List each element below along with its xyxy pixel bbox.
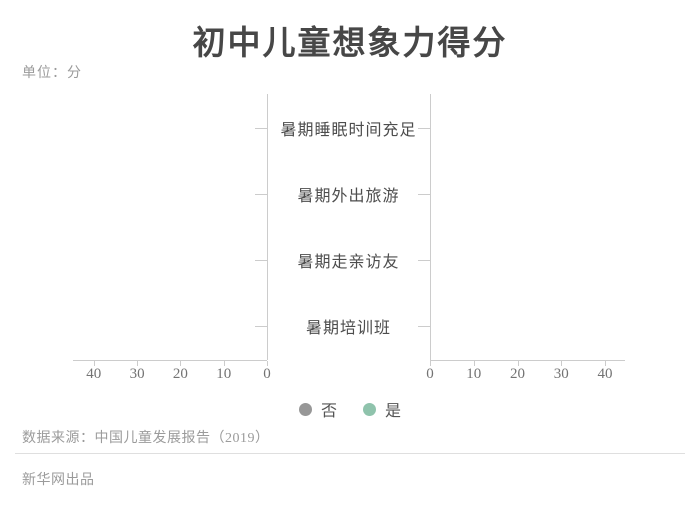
right-x-axis-tick — [517, 361, 519, 366]
legend-label: 否 — [320, 403, 337, 420]
left-x-axis-tick — [223, 361, 225, 366]
page-title: 初中儿童想象力得分 — [192, 26, 508, 62]
left-axis-category-tick — [255, 326, 267, 327]
left-x-axis-tick — [93, 361, 95, 366]
right-axis-category-tick — [418, 326, 430, 327]
right-x-axis-tick-label: 40 — [597, 366, 613, 382]
left-axis-category-tick — [255, 194, 267, 195]
right-axis-category-tick — [418, 194, 430, 195]
category-label: 暑期走亲访友 — [297, 254, 400, 271]
left-x-axis-line — [73, 360, 267, 361]
right-axis-category-tick — [418, 128, 430, 129]
category-label: 暑期培训班 — [305, 320, 391, 337]
left-x-axis-tick — [180, 361, 182, 366]
right-x-axis-tick-label: 10 — [466, 366, 482, 382]
footer-divider — [15, 453, 685, 454]
right-axis-category-tick — [418, 260, 430, 261]
left-axis-category-tick — [255, 260, 267, 261]
right-x-axis-tick — [561, 361, 563, 366]
left-x-axis-tick-label: 20 — [172, 366, 188, 382]
legend-dot-icon — [363, 402, 376, 416]
left-x-axis-tick — [137, 361, 139, 366]
right-x-axis-tick — [605, 361, 606, 366]
left-x-axis-tick-label: 0 — [263, 366, 271, 382]
right-x-axis-tick-label: 30 — [553, 366, 569, 382]
right-x-axis-line — [430, 360, 625, 361]
left-x-axis-tick-label: 40 — [86, 366, 102, 382]
left-axis-category-tick — [255, 128, 267, 129]
left-x-axis-tick-label: 30 — [129, 366, 145, 382]
right-y-axis-line — [430, 94, 431, 360]
left-x-axis-tick-label: 10 — [216, 366, 232, 382]
right-x-axis-tick — [473, 361, 475, 366]
legend-dot-icon — [298, 402, 312, 416]
chart-legend: 否是 — [0, 397, 700, 421]
category-label: 暑期睡眠时间充足 — [280, 122, 417, 139]
unit-label: 单位：分 — [22, 66, 82, 81]
legend-label: 是 — [385, 403, 402, 420]
producer-label: 新华网出品 — [22, 473, 95, 488]
legend-item: 是 — [363, 397, 401, 421]
legend-item: 否 — [298, 397, 337, 421]
right-x-axis-tick-label: 20 — [510, 366, 525, 382]
right-x-axis-tick-label: 0 — [426, 366, 434, 382]
right-x-axis-tick — [430, 361, 431, 366]
left-x-axis-tick — [267, 361, 268, 366]
category-label: 暑期外出旅游 — [297, 188, 400, 205]
left-y-axis-line — [267, 94, 268, 360]
data-source-label: 数据来源：中国儿童发展报告（2019） — [22, 431, 270, 446]
